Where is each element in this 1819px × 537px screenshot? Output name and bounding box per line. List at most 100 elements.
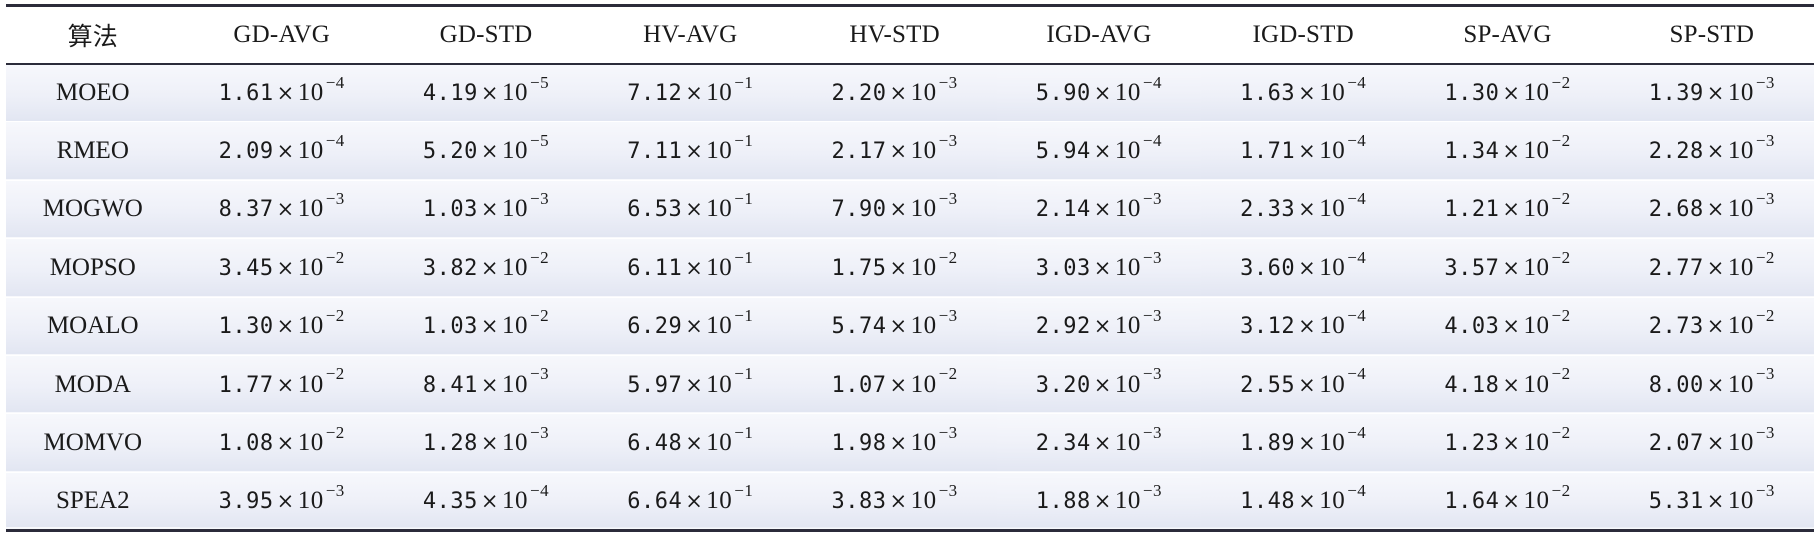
- exponent: −3: [1755, 364, 1775, 384]
- exponent-base: 10: [706, 312, 733, 340]
- times-sign: ×: [1706, 255, 1725, 280]
- exponent-base: 10: [1523, 370, 1550, 398]
- times-sign: ×: [889, 139, 908, 164]
- exponent: −3: [530, 189, 550, 209]
- mantissa: 2.68: [1648, 197, 1704, 223]
- mantissa: 8.37: [218, 197, 274, 223]
- times-sign: ×: [1502, 431, 1521, 456]
- mantissa: 1.07: [831, 372, 887, 398]
- metric-value-cell: 1.71 × 10 −4: [1201, 122, 1405, 180]
- header-hv-std: HV-STD: [792, 4, 997, 65]
- exponent: −4: [325, 72, 345, 92]
- times-sign: ×: [889, 372, 908, 397]
- scientific-value: 1.28 × 10 −3: [423, 424, 549, 456]
- metric-value-cell: 2.55 × 10 −4: [1201, 355, 1405, 413]
- exponent-base: 10: [1114, 486, 1141, 514]
- exponent: −3: [530, 422, 550, 442]
- exponent-base: 10: [706, 195, 733, 223]
- exponent: −2: [325, 422, 345, 442]
- exponent: −2: [938, 364, 958, 384]
- exponent: −1: [734, 422, 754, 442]
- exponent: −2: [1551, 422, 1571, 442]
- exponent-base: 10: [1319, 486, 1346, 514]
- exponent: −3: [938, 189, 958, 209]
- exponent: −3: [1142, 247, 1162, 267]
- mantissa: 2.92: [1035, 314, 1091, 340]
- scientific-value: 5.94 × 10 −4: [1036, 132, 1162, 164]
- scientific-value: 1.48 × 10 −4: [1240, 482, 1366, 514]
- metric-value-cell: 6.29 × 10 −1: [588, 297, 792, 355]
- scientific-value: 3.83 × 10 −3: [832, 482, 958, 514]
- mantissa: 2.07: [1648, 431, 1704, 457]
- times-sign: ×: [1093, 314, 1112, 339]
- table-row: MODA 1.77 × 10 −2 8.41 × 10 −3 5.97 × 10 −1 1.07 × 10 −2…: [6, 355, 1814, 414]
- exponent: −2: [1551, 72, 1571, 92]
- scientific-value: 3.45 × 10 −2: [219, 249, 345, 281]
- metric-value-cell: 1.61 × 10 −4: [180, 64, 384, 122]
- times-sign: ×: [889, 431, 908, 456]
- times-sign: ×: [1298, 431, 1317, 456]
- exponent: −3: [1755, 189, 1775, 209]
- exponent: −2: [325, 305, 345, 325]
- scientific-value: 5.97 × 10 −1: [627, 365, 753, 397]
- scientific-value: 3.12 × 10 −4: [1240, 307, 1366, 339]
- exponent: −2: [938, 247, 958, 267]
- metric-value-cell: 3.20 × 10 −3: [997, 355, 1201, 413]
- scientific-value: 4.19 × 10 −5: [423, 74, 549, 106]
- scientific-value: 1.75 × 10 −2: [832, 249, 958, 281]
- metric-value-cell: 4.18 × 10 −2: [1405, 355, 1609, 413]
- metric-value-cell: 2.73 × 10 −2: [1610, 297, 1814, 355]
- metric-value-cell: 6.11 × 10 −1: [588, 239, 792, 297]
- times-sign: ×: [1298, 255, 1317, 280]
- scientific-value: 6.53 × 10 −1: [627, 190, 753, 223]
- results-table-container: 算法 GD-AVG GD-STD HV-AVG HV-STD IGD-AVG I…: [6, 4, 1814, 532]
- scientific-value: 5.90 × 10 −4: [1035, 74, 1162, 106]
- mantissa: 3.95: [218, 488, 274, 514]
- times-sign: ×: [889, 255, 908, 280]
- times-sign: ×: [889, 314, 908, 339]
- results-table: 算法 GD-AVG GD-STD HV-AVG HV-STD IGD-AVG I…: [6, 4, 1814, 532]
- scientific-value: 1.39 × 10 −3: [1649, 74, 1775, 106]
- scientific-value: 1.89 × 10 −4: [1240, 424, 1366, 456]
- exponent-base: 10: [1727, 78, 1754, 106]
- mantissa: 1.61: [218, 80, 274, 106]
- mantissa: 4.35: [422, 488, 478, 514]
- header-gd-avg: GD-AVG: [179, 4, 384, 65]
- mantissa: 1.98: [831, 431, 887, 457]
- mantissa: 1.64: [1444, 488, 1500, 514]
- algorithm-name-cell: RMEO: [56, 137, 129, 165]
- exponent: −2: [1551, 130, 1571, 150]
- exponent: −2: [530, 247, 550, 267]
- scientific-value: 3.60 × 10 −4: [1240, 249, 1366, 281]
- mantissa: 1.48: [1240, 488, 1296, 514]
- mantissa: 2.17: [831, 139, 887, 165]
- times-sign: ×: [480, 255, 499, 280]
- mantissa: 7.11: [627, 139, 683, 165]
- scientific-value: 4.03 × 10 −2: [1444, 307, 1570, 339]
- metric-value-cell: 2.68 × 10 −3: [1610, 180, 1814, 238]
- mantissa: 6.29: [627, 314, 683, 340]
- times-sign: ×: [685, 139, 704, 164]
- scientific-value: 2.77 × 10 −2: [1648, 249, 1775, 281]
- times-sign: ×: [685, 255, 704, 280]
- exponent-base: 10: [706, 253, 733, 281]
- exponent-base: 10: [1114, 312, 1141, 340]
- metric-value-cell: 1.63 × 10 −4: [1201, 64, 1405, 122]
- scientific-value: 2.14 × 10 −3: [1036, 190, 1162, 222]
- mantissa: 1.23: [1444, 431, 1500, 457]
- times-sign: ×: [1502, 80, 1521, 105]
- scientific-value: 1.21 × 10 −2: [1444, 190, 1570, 222]
- times-sign: ×: [1298, 372, 1317, 397]
- metric-value-cell: 1.39 × 10 −3: [1610, 64, 1814, 122]
- times-sign: ×: [1093, 255, 1112, 280]
- mantissa: 5.90: [1035, 80, 1091, 106]
- metric-value-cell: 2.17 × 10 −3: [792, 122, 996, 180]
- metric-value-cell: 2.77 × 10 −2: [1610, 239, 1814, 297]
- header-hv-avg: HV-AVG: [588, 4, 793, 65]
- mantissa: 2.77: [1648, 255, 1704, 281]
- metric-value-cell: 1.21 × 10 −2: [1405, 180, 1609, 238]
- scientific-value: 2.20 × 10 −3: [832, 74, 958, 106]
- scientific-value: 1.03 × 10 −3: [423, 190, 549, 222]
- exponent-base: 10: [297, 429, 324, 457]
- times-sign: ×: [276, 80, 295, 105]
